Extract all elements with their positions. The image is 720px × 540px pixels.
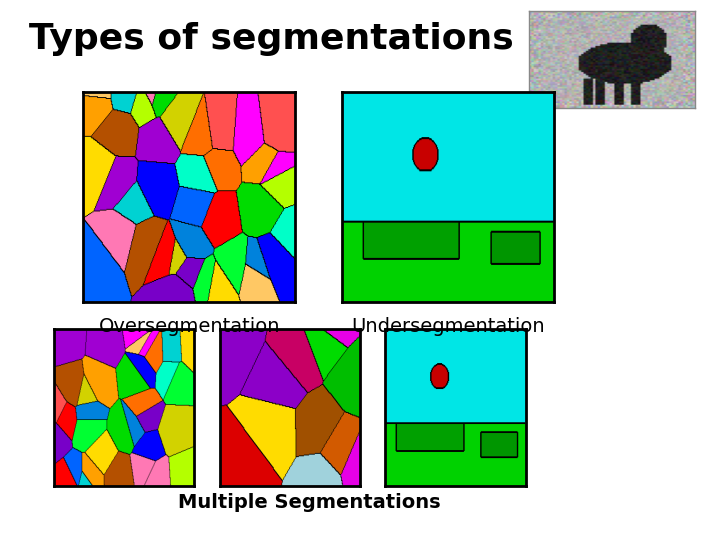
Text: Types of segmentations: Types of segmentations xyxy=(29,22,513,56)
Text: Multiple Segmentations: Multiple Segmentations xyxy=(179,492,441,512)
Text: Undersegmentation: Undersegmentation xyxy=(352,317,545,336)
Text: Oversegmentation: Oversegmentation xyxy=(99,317,280,336)
